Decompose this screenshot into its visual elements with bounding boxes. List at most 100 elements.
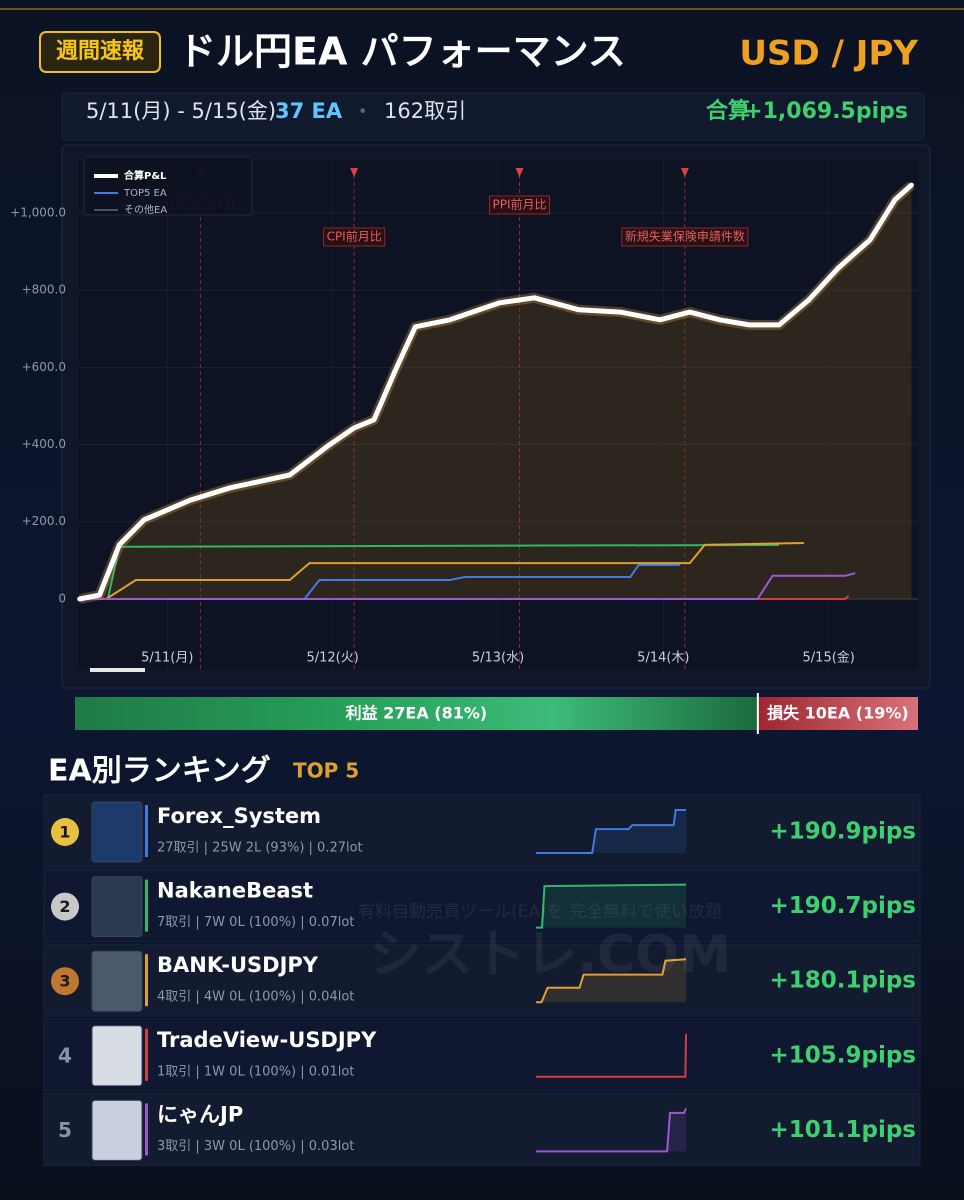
ea-line [79, 542, 804, 600]
avatar [91, 1099, 143, 1161]
profit-label: 利益 27EA (81%) [346, 704, 488, 723]
ea-detail: 27取引 | 25W 2L (93%) | 0.27lot [157, 841, 363, 856]
sparkline-area [536, 810, 686, 853]
row [43, 1092, 921, 1166]
rank: 2 [59, 897, 70, 916]
x-tick-label: 5/15(金) [803, 650, 855, 666]
legend-label: その他EA [124, 203, 167, 216]
sparkline-area [536, 884, 686, 928]
sparkline [536, 809, 686, 854]
scroll-thumb [90, 668, 145, 672]
rank: 3 [59, 972, 70, 991]
sparkline [536, 883, 687, 929]
period: 5/11(月) - 5/15(金) [86, 99, 276, 123]
event-marker [680, 168, 689, 177]
event-marker [515, 168, 524, 177]
ea-detail: 3取引 | 3W 0L (100%) | 0.03lot [157, 1139, 354, 1154]
chart: 0 +200.0 +400.0 +600.0 +800.0 +1,000.0 5/11(月)… [10, 156, 918, 670]
ea-detail: 4取引 | 4W 0L (100%) | 0.04lot [157, 990, 354, 1005]
ea-name: NakaneBeast [157, 879, 313, 903]
ea-detail: 1取引 | 1W 0L (100%) | 0.01lot [157, 1064, 354, 1079]
trades: 162取引 [384, 99, 466, 123]
ea-name: にゃんJP [157, 1102, 243, 1126]
pnl-line [77, 182, 914, 602]
total: +1,069.5pips [744, 99, 908, 124]
watermark-brand: シストレ.COM [369, 925, 731, 985]
y-tick-label: +600.0 [22, 360, 66, 374]
legend-label: 合算P&L [123, 169, 167, 182]
accent [145, 954, 148, 1007]
ea-line [79, 572, 856, 600]
x-tick-label: 5/11(月) [141, 651, 193, 666]
pair: USD / JPY [739, 34, 918, 74]
watermark-tagline: 有料自動売買ツール(EA)を 完全無料で使い放題 [358, 901, 722, 922]
loss-bar [757, 697, 918, 730]
ea-name: BANK-USDJPY [157, 953, 319, 977]
ea-name: TradeView-USDJPY [157, 1028, 377, 1052]
y-tick-label: +400.0 [22, 437, 66, 451]
accent [145, 879, 148, 932]
summary-bar [61, 92, 925, 141]
ea-pips: +180.1pips [769, 968, 916, 994]
pnl-area [79, 185, 912, 599]
row [43, 1018, 921, 1092]
rank-badge [51, 818, 79, 846]
x-tick-label: 5/13(水) [472, 651, 524, 666]
accent [145, 805, 148, 857]
y-tick-label: +1,000.0 [10, 205, 66, 219]
ranking-title: EA別ランキング [48, 754, 271, 789]
badge-box [39, 31, 161, 73]
ranking-subtitle: TOP 5 [293, 759, 359, 783]
event-label-box [621, 227, 749, 247]
ea-pips: +101.1pips [769, 1117, 916, 1143]
accent [145, 1028, 148, 1081]
ea-name: Forex_System [157, 804, 321, 828]
ea-pips: +190.9pips [769, 819, 916, 845]
badge: 週間速報 [56, 38, 145, 64]
avatar [91, 1025, 143, 1087]
ea-detail: 7取引 | 7W 0L (100%) | 0.07lot [157, 915, 354, 930]
rank: 5 [58, 1118, 72, 1142]
event-label-box [488, 195, 551, 215]
avatar [91, 950, 143, 1012]
split-bar: 利益 27EA (81%) 損失 10EA (19%) [75, 693, 918, 734]
x-tick-label: 5/12(火) [306, 651, 358, 666]
rank: 4 [58, 1043, 72, 1067]
ea-pips: +190.7pips [769, 893, 916, 919]
row [43, 943, 921, 1017]
legend-box [83, 156, 253, 216]
accent [145, 1103, 148, 1156]
y-tick-label: +800.0 [22, 283, 66, 297]
profit-bar [75, 697, 758, 730]
event-label: PPI前月比 [492, 197, 546, 212]
sparkline [536, 1033, 687, 1078]
ea-count: 37 EA [275, 99, 343, 123]
avatar [91, 801, 143, 863]
ea-line [79, 564, 680, 600]
row [43, 869, 921, 943]
total-label: 合算 [706, 98, 750, 124]
sparkline-area [536, 1108, 686, 1152]
separator: • [358, 102, 367, 121]
legend-label: TOP5 EA [123, 188, 167, 199]
y-tick-label: +200.0 [22, 514, 66, 528]
x-tick-label: 5/14(木) [637, 651, 689, 666]
y-tick-label: 0 [58, 591, 66, 605]
title: ドル円EA パフォーマンス [178, 30, 626, 74]
sparkline-area [536, 959, 686, 1003]
avatar [91, 876, 143, 938]
ranking-list: 1 Forex_System 27取引 | 25W 2L (93%) | 0.27l… [43, 794, 921, 1166]
event-label-box [323, 227, 386, 247]
event-label: 新規失業保険申請件数 [625, 229, 745, 244]
top-rule [0, 8, 964, 10]
rank: 1 [59, 823, 70, 842]
row [43, 794, 921, 868]
sparkline [536, 1108, 687, 1153]
loss-label: 損失 10EA (19%) [767, 704, 909, 723]
event-marker [350, 168, 359, 177]
sparkline [536, 958, 687, 1004]
event-label: CPI前月比 [327, 229, 382, 244]
ea-pips: +105.9pips [769, 1042, 916, 1068]
rank-badge [51, 967, 79, 996]
